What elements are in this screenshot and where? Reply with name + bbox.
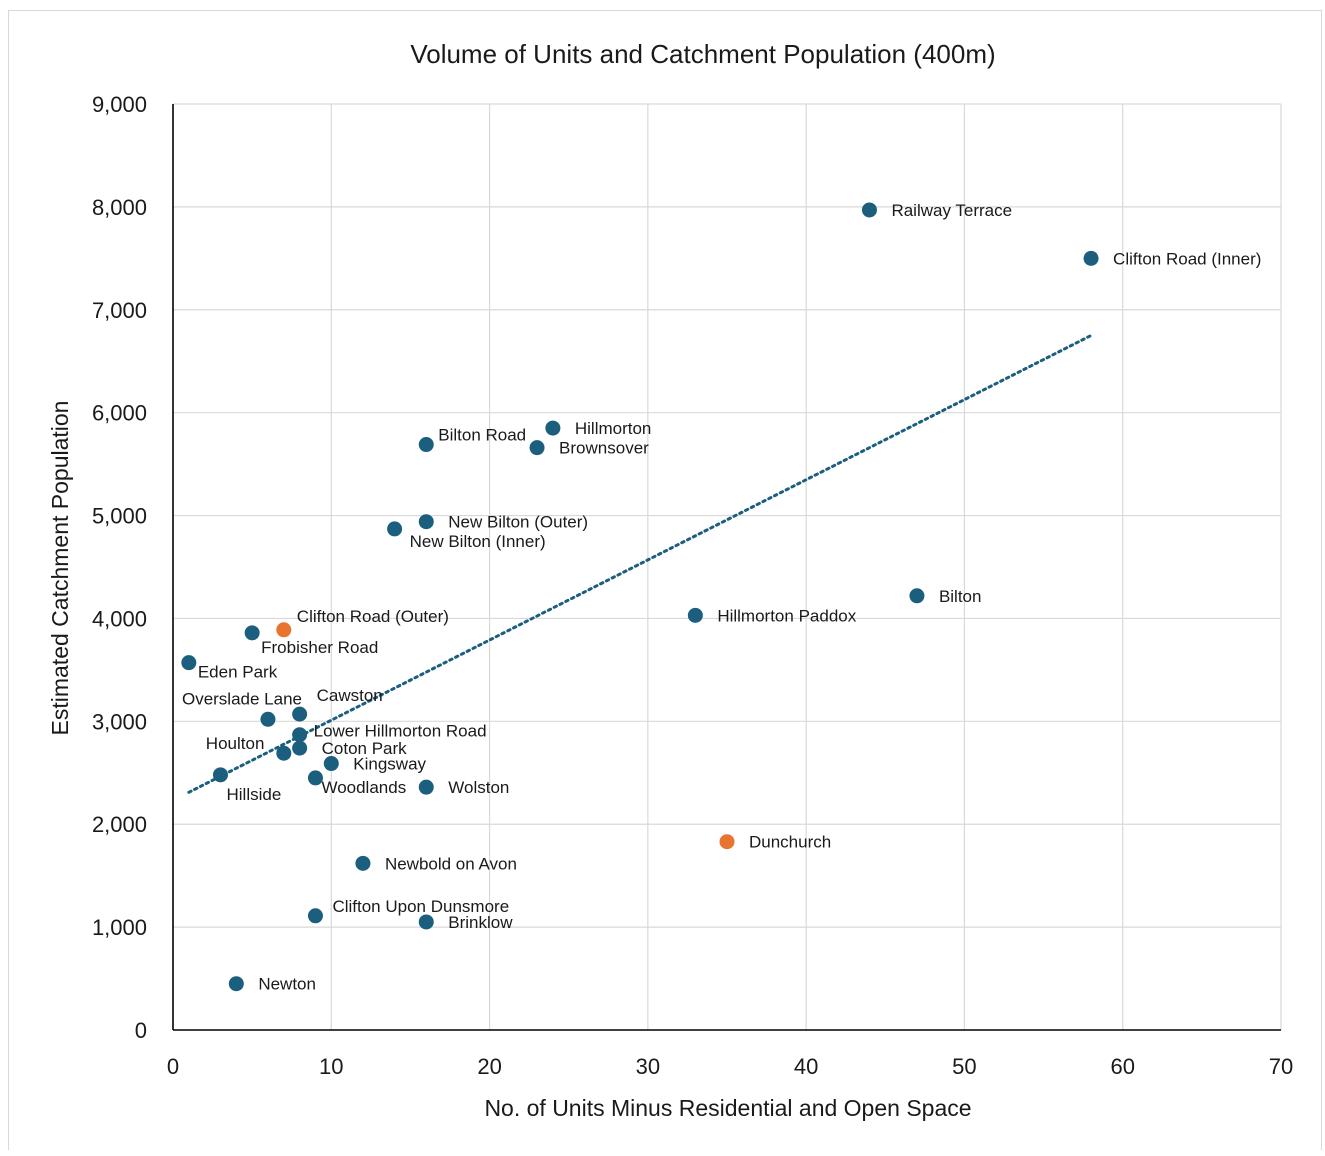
data-label-frobisher-road: Frobisher Road: [261, 638, 378, 657]
y-tick-label: 7,000: [92, 298, 147, 323]
data-point-overslade-lane: [260, 711, 276, 727]
x-tick-label: 40: [794, 1054, 818, 1079]
axis-layer: 0 1,000 2,000 3,000 4,000 5,000 6,000 7,000 8,00…: [92, 92, 1293, 1079]
data-label-clifton-road-inner: Clifton Road (Inner): [1113, 249, 1261, 268]
point-labels-layer: Railway Terrace Clifton Road (Inner) Hillm…: [182, 201, 1261, 994]
data-point-coton-park: [292, 740, 308, 756]
data-label-wolston: Wolston: [448, 778, 509, 797]
x-tick-label: 30: [636, 1054, 660, 1079]
y-axis-title: Estimated Catchment Population: [47, 401, 73, 736]
y-tick-label: 8,000: [92, 195, 147, 220]
data-point-kingsway: [323, 756, 339, 772]
y-tick-label: 0: [135, 1018, 147, 1043]
data-label-coton-park: Coton Park: [322, 739, 408, 758]
data-point-clifton-road-inner: [1083, 250, 1099, 266]
data-label-hillmorton: Hillmorton: [575, 419, 652, 438]
data-label-hillside: Hillside: [226, 785, 281, 804]
x-tick-label: 20: [477, 1054, 501, 1079]
data-point-hillmorton-paddox: [687, 607, 703, 623]
data-label-kingsway: Kingsway: [353, 755, 426, 774]
data-label-cawston: Cawston: [317, 686, 383, 705]
data-point-bilton-road: [418, 437, 434, 453]
grid-layer: [173, 103, 1282, 1030]
trendline-layer: [187, 334, 1093, 794]
data-point-newton: [228, 976, 244, 992]
data-label-new-bilton-inner: New Bilton (Inner): [410, 532, 546, 551]
data-point-clifton-upon-dunsmore: [307, 908, 323, 924]
data-point-wolston: [418, 779, 434, 795]
data-label-dunchurch: Dunchurch: [749, 833, 831, 852]
x-tick-label: 70: [1269, 1054, 1293, 1079]
data-point-new-bilton-outer: [418, 514, 434, 530]
data-point-clifton-road-outer: [276, 622, 292, 638]
data-label-newton: Newton: [258, 975, 316, 994]
data-point-houlton: [276, 745, 292, 761]
data-label-hillmorton-paddox: Hillmorton Paddox: [717, 606, 856, 625]
data-point-eden-park: [181, 655, 197, 671]
scatter-chart: 0 1,000 2,000 3,000 4,000 5,000 6,000 7,000 8,00…: [47, 39, 1293, 1121]
data-point-new-bilton-inner: [387, 521, 403, 537]
data-label-bilton: Bilton: [939, 587, 982, 606]
trendline: [187, 334, 1093, 794]
data-point-lower-hillmorton-road: [292, 727, 308, 743]
x-tick-label: 50: [952, 1054, 976, 1079]
data-label-railway-terrace: Railway Terrace: [891, 201, 1012, 220]
data-point-brinklow: [418, 914, 434, 930]
data-point-hillmorton: [545, 420, 561, 436]
chart-title: Volume of Units and Catchment Population…: [410, 39, 995, 69]
y-tick-label: 2,000: [92, 812, 147, 837]
data-label-newbold-on-avon: Newbold on Avon: [385, 854, 517, 873]
y-tick-label: 9,000: [92, 92, 147, 117]
y-tick-label: 6,000: [92, 401, 147, 426]
data-point-frobisher-road: [244, 625, 260, 641]
y-tick-label: 1,000: [92, 915, 147, 940]
chart-frame: 0 1,000 2,000 3,000 4,000 5,000 6,000 7,000 8,00…: [8, 10, 1322, 1150]
data-label-brownsover: Brownsover: [559, 439, 649, 458]
data-label-brinklow: Brinklow: [448, 913, 513, 932]
x-tick-label: 60: [1110, 1054, 1134, 1079]
y-tick-label: 3,000: [92, 709, 147, 734]
data-point-brownsover: [529, 440, 545, 456]
x-tick-label: 0: [167, 1054, 179, 1079]
data-point-dunchurch: [719, 834, 735, 850]
data-point-cawston: [292, 706, 308, 722]
data-label-woodlands: Woodlands: [321, 778, 406, 797]
y-tick-label: 5,000: [92, 504, 147, 529]
data-label-clifton-road-outer: Clifton Road (Outer): [297, 607, 449, 626]
data-label-lower-hillmorton-road: Lower Hillmorton Road: [314, 722, 487, 741]
data-point-bilton: [909, 588, 925, 604]
data-label-eden-park: Eden Park: [198, 663, 278, 682]
data-label-new-bilton-outer: New Bilton (Outer): [448, 513, 588, 532]
data-point-railway-terrace: [861, 202, 877, 218]
data-label-bilton-road: Bilton Road: [438, 426, 526, 445]
data-point-woodlands: [307, 770, 323, 786]
y-tick-label: 4,000: [92, 606, 147, 631]
data-label-overslade-lane: Overslade Lane: [182, 689, 302, 708]
data-label-houlton: Houlton: [206, 734, 265, 753]
data-label-clifton-upon-dunsmore: Clifton Upon Dunsmore: [332, 897, 509, 916]
x-tick-label: 10: [319, 1054, 343, 1079]
data-point-newbold-on-avon: [355, 855, 371, 871]
points-layer: [181, 202, 1099, 992]
data-point-hillside: [212, 767, 228, 783]
x-axis-title: No. of Units Minus Residential and Open …: [484, 1095, 971, 1121]
